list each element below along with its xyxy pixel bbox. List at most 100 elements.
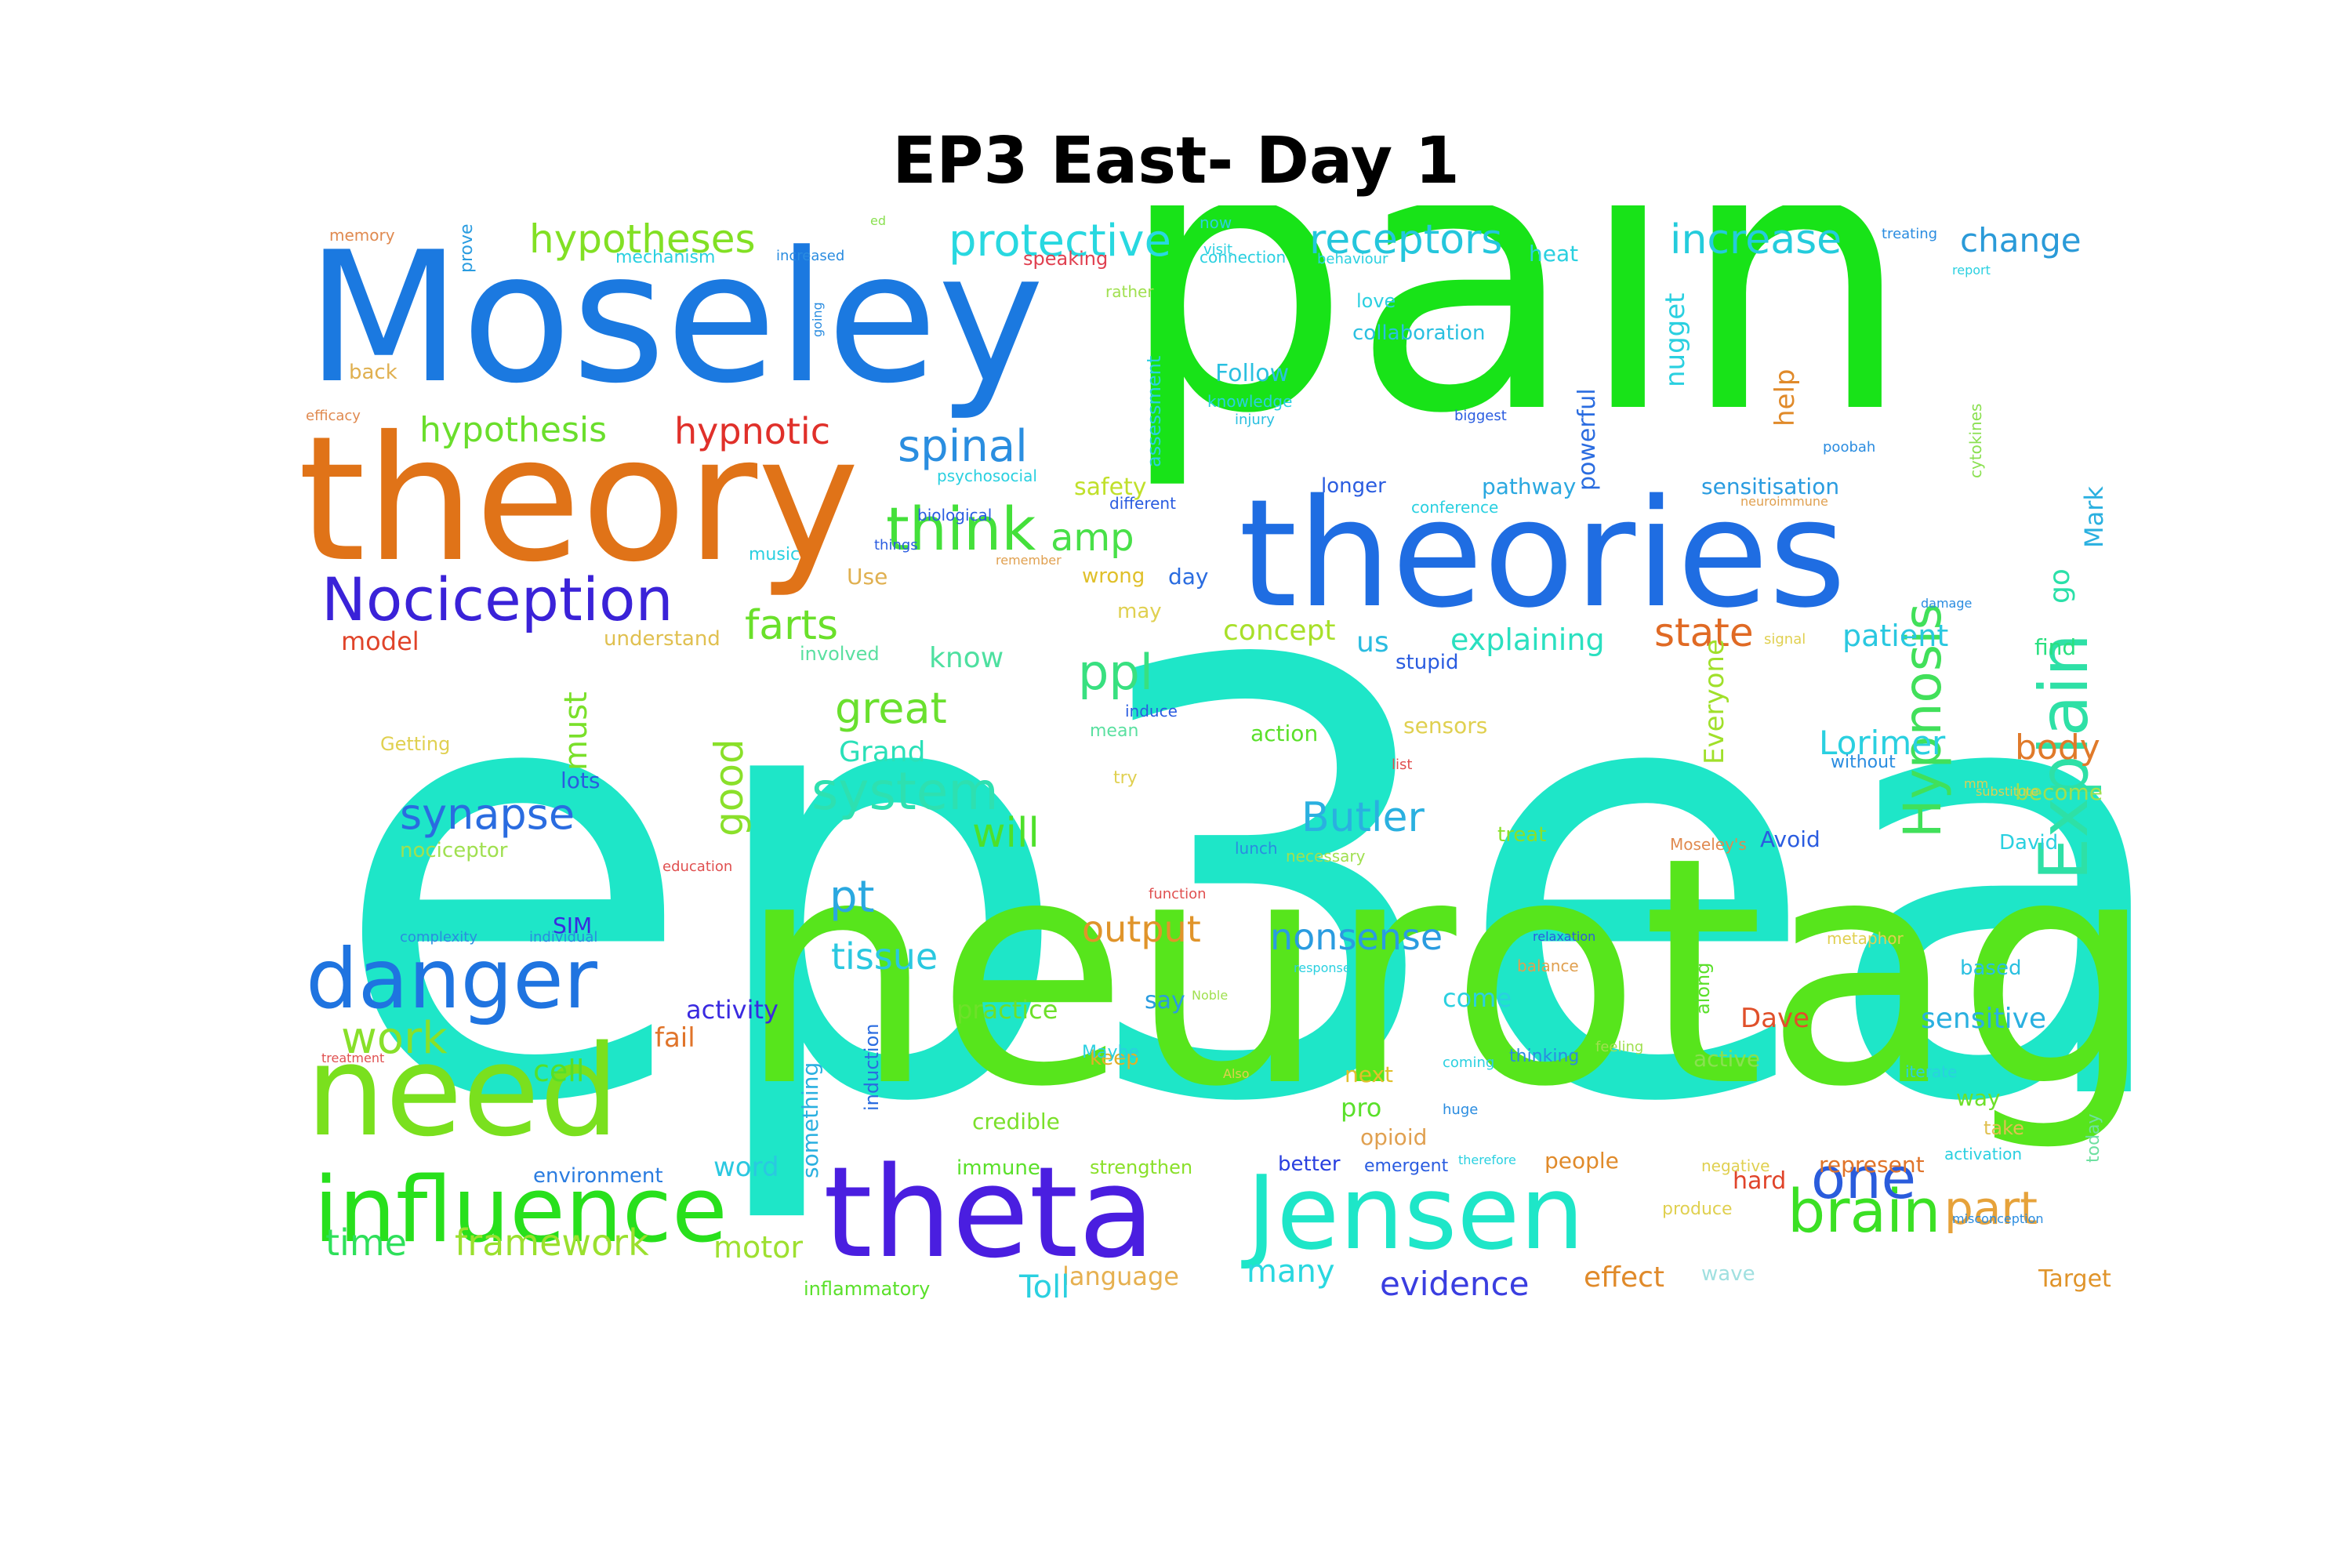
- word-without: without: [1831, 753, 1896, 772]
- word-avoid: Avoid: [1760, 826, 1820, 852]
- word-induce: induce: [1125, 702, 1178, 720]
- word-nociception: Nociception: [321, 564, 673, 634]
- word-involved: involved: [800, 643, 880, 665]
- word-butler: Butler: [1301, 794, 1425, 841]
- word-framework: framework: [455, 1221, 649, 1264]
- word-inflammatory: inflammatory: [804, 1278, 931, 1300]
- word-today: today: [2084, 1113, 2103, 1163]
- word-thinking: thinking: [1509, 1047, 1580, 1066]
- word-damage: damage: [1921, 596, 1973, 611]
- word-efficacy: efficacy: [306, 408, 361, 424]
- word-way: way: [1956, 1085, 2001, 1111]
- word-represent: represent: [1819, 1152, 1925, 1178]
- word-powerful: powerful: [1573, 388, 1601, 491]
- word-say: say: [1145, 987, 1185, 1014]
- word-many: many: [1247, 1254, 1335, 1290]
- word-danger: danger: [306, 931, 597, 1027]
- word-great: great: [835, 684, 947, 733]
- word-relaxation: relaxation: [1533, 929, 1596, 944]
- word-cell: cell: [533, 1054, 585, 1088]
- word-evidence: evidence: [1380, 1265, 1530, 1303]
- word-amp: amp: [1051, 516, 1134, 560]
- word-brain: brain: [1788, 1176, 1941, 1246]
- word-dave: Dave: [1740, 1003, 1810, 1034]
- word-everyone: Everyone: [1699, 639, 1730, 765]
- word-different: different: [1109, 494, 1176, 513]
- word-based: based: [1960, 956, 2022, 980]
- word-education: education: [662, 858, 733, 875]
- word-hypotheses: hypotheses: [529, 216, 756, 262]
- word-back: back: [349, 361, 397, 384]
- word-take: take: [1984, 1117, 2024, 1139]
- word-treat: treat: [1497, 823, 1547, 847]
- word-system: system: [811, 761, 999, 822]
- word-love: love: [1356, 290, 1396, 312]
- word-moseley: Moseley: [306, 214, 1045, 423]
- word-work: work: [341, 1013, 448, 1064]
- word-increased: increased: [776, 248, 845, 264]
- word-produce: produce: [1662, 1200, 1733, 1219]
- word-music: music: [749, 545, 800, 564]
- word-time: time: [325, 1221, 407, 1264]
- word-induction: induction: [861, 1023, 883, 1111]
- word-spinal: spinal: [898, 421, 1028, 472]
- word-response: response: [1294, 960, 1351, 975]
- word-treatment: treatment: [321, 1051, 385, 1065]
- chart-title: EP3 East- Day 1: [892, 124, 1460, 198]
- word-ed: ed: [870, 213, 886, 228]
- word-hypothesis: hypothesis: [419, 410, 608, 450]
- word-part: part: [1944, 1181, 2038, 1235]
- word-iterate: iterate: [1905, 1062, 1958, 1081]
- word-hypnotic: hypnotic: [674, 410, 830, 452]
- word-function: function: [1149, 886, 1207, 902]
- word-ep3east: ep3east: [329, 539, 2132, 1232]
- word-synapse: synapse: [400, 789, 575, 839]
- word-explaining: explaining: [1450, 622, 1605, 657]
- word-sensors: sensors: [1403, 713, 1488, 739]
- word-understand: understand: [604, 627, 720, 651]
- word-output: output: [1082, 908, 1201, 950]
- word-influence: influence: [314, 1158, 728, 1263]
- word-activation: activation: [1944, 1145, 2023, 1163]
- word-necessary: necessary: [1286, 847, 1366, 866]
- word-change: change: [1960, 221, 2082, 260]
- word-collaboration: collaboration: [1352, 321, 1486, 345]
- word-day: day: [1168, 564, 1209, 590]
- word-also: Also: [1223, 1066, 1250, 1081]
- word-coming: coming: [1443, 1054, 1495, 1071]
- word-motor: motor: [713, 1230, 804, 1265]
- word-huge: huge: [1443, 1102, 1479, 1118]
- word-keep: keep: [1090, 1047, 1139, 1070]
- word-remember: remember: [996, 553, 1062, 568]
- word-balance: balance: [1517, 956, 1579, 975]
- word-things: things: [874, 537, 918, 554]
- word-think: think: [886, 494, 1036, 564]
- word-come: come: [1443, 983, 1512, 1013]
- word-theories: theories: [1239, 467, 1846, 641]
- word-sensitive: sensitive: [1921, 1003, 2047, 1035]
- word-next: next: [1345, 1062, 1394, 1087]
- word-ppl: ppl: [1078, 644, 1153, 701]
- word-lots: lots: [561, 768, 601, 793]
- word-activity: activity: [686, 995, 779, 1025]
- word-word: word: [713, 1152, 779, 1183]
- word-now: now: [1200, 213, 1232, 232]
- word-environment: environment: [533, 1164, 663, 1188]
- word-sensitisation: sensitisation: [1701, 474, 1840, 499]
- word-moseley-s: Moseley's: [1670, 835, 1747, 854]
- word-help: help: [1769, 368, 1801, 426]
- word-try: try: [1113, 768, 1138, 788]
- word-individual: individual: [529, 929, 598, 946]
- word-will: will: [972, 810, 1040, 857]
- word-farts: farts: [745, 602, 839, 649]
- word-maybe: Maybe: [1082, 1043, 1139, 1062]
- word-negative: negative: [1701, 1156, 1770, 1175]
- word-wave: wave: [1701, 1262, 1755, 1286]
- word-active: active: [1693, 1046, 1761, 1072]
- word-mm: mm: [1964, 776, 1989, 791]
- word-effect: effect: [1584, 1261, 1665, 1294]
- word-tissue: tissue: [831, 935, 938, 978]
- word-biggest: biggest: [1454, 408, 1507, 424]
